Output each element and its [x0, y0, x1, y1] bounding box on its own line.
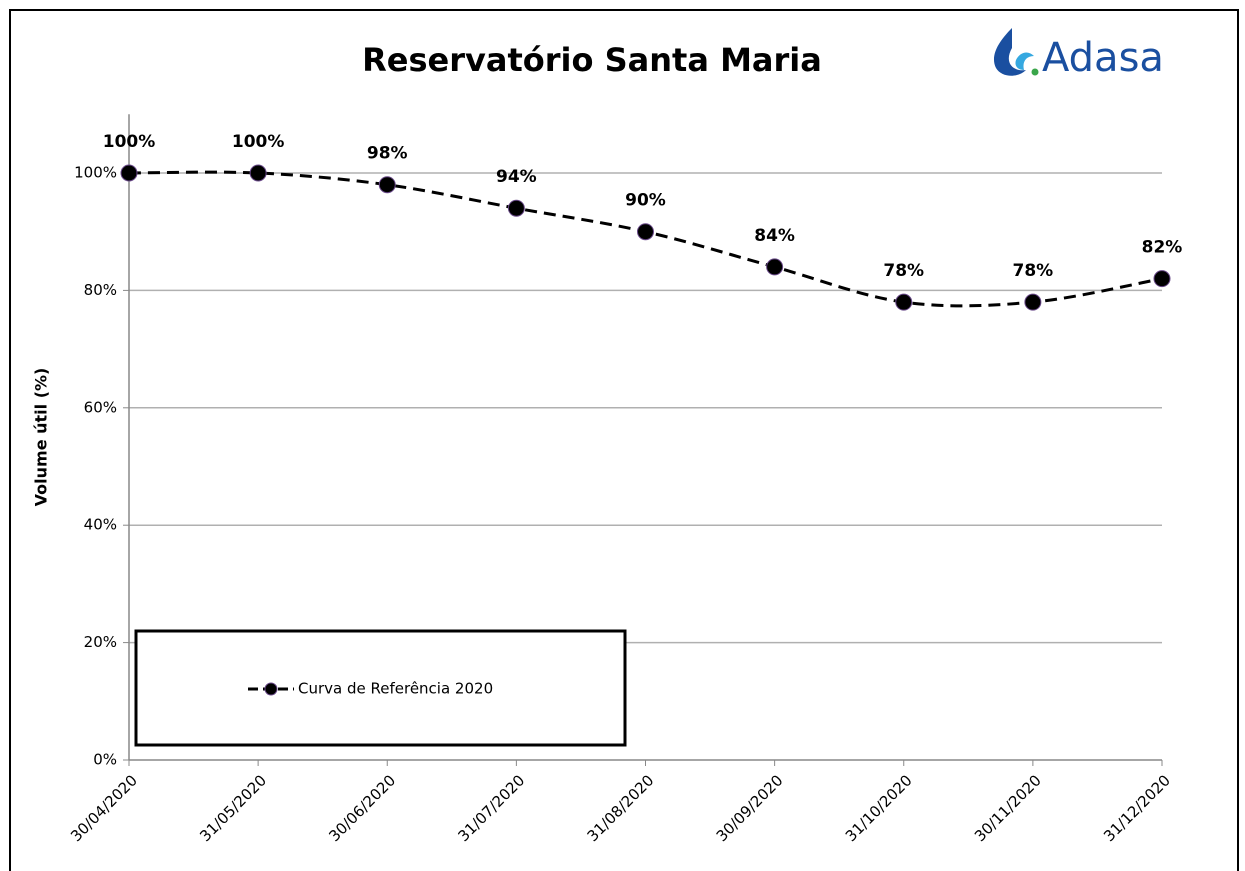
y-tick-label: 40%: [84, 516, 117, 534]
y-axis-label: Volume útil (%): [32, 368, 51, 507]
data-label: 100%: [232, 132, 285, 152]
data-point: [249, 164, 267, 182]
logo-drop: [993, 28, 1026, 76]
y-tick-label: 20%: [84, 633, 117, 651]
y-tick-label: 0%: [93, 751, 117, 769]
data-point: [378, 176, 396, 194]
data-point: [507, 199, 525, 217]
data-label: 98%: [367, 144, 408, 164]
data-label: 100%: [103, 132, 156, 152]
data-point: [1024, 293, 1042, 311]
data-label: 78%: [1013, 261, 1054, 281]
legend-label: Curva de Referência 2020: [298, 680, 493, 698]
y-tick-label: 60%: [84, 398, 117, 416]
data-point: [895, 293, 913, 311]
data-point: [637, 223, 654, 241]
data-label: 94%: [496, 167, 537, 187]
logo-wave: [1015, 52, 1034, 70]
logo-dot: [1031, 68, 1039, 76]
data-point: [120, 164, 138, 182]
data-label: 78%: [883, 261, 924, 281]
logo-text: Adasa: [1042, 35, 1164, 81]
logo: Adasa: [993, 28, 1164, 81]
legend-box: [134, 629, 627, 747]
data-point: [1153, 270, 1171, 288]
data-label: 84%: [754, 226, 795, 246]
legend-marker: [264, 682, 278, 696]
data-point: [766, 258, 784, 276]
y-tick-label: 100%: [74, 164, 117, 182]
data-label: 90%: [625, 191, 666, 211]
y-tick-label: 80%: [84, 281, 117, 299]
chart-title: Reservatório Santa Maria: [362, 41, 822, 79]
data-label: 82%: [1142, 238, 1183, 258]
